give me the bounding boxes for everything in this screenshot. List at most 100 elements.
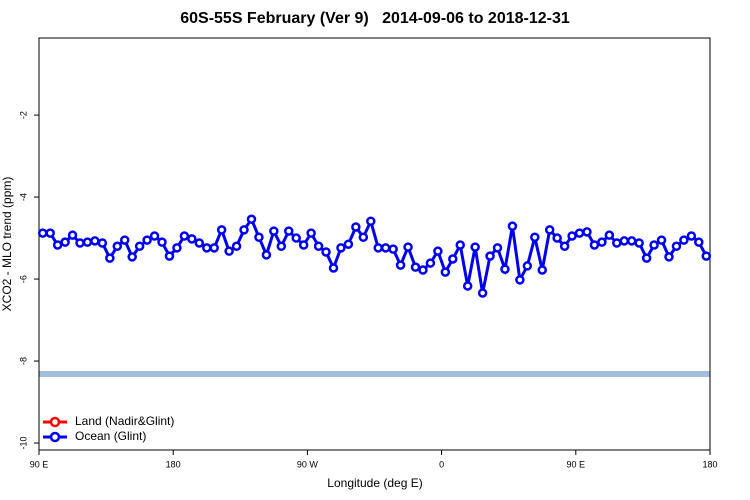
data-point xyxy=(67,230,78,240)
data-point xyxy=(269,226,279,236)
data-point xyxy=(671,241,682,252)
data-point xyxy=(515,275,525,285)
data-point xyxy=(694,237,704,247)
data-point xyxy=(75,238,85,248)
data-point xyxy=(142,235,152,245)
data-point xyxy=(462,281,473,291)
data-point xyxy=(626,236,637,246)
x-tick-label: 90 W xyxy=(297,459,319,469)
x-tick-label: 90 E xyxy=(30,459,49,469)
data-point xyxy=(246,214,257,224)
data-point xyxy=(448,254,458,264)
y-axis-label: XCO2 - MLO trend (ppm) xyxy=(0,177,14,312)
data-point xyxy=(358,232,369,242)
data-point xyxy=(477,288,488,298)
data-point xyxy=(373,243,383,253)
data-point xyxy=(619,236,630,246)
data-point xyxy=(298,240,309,250)
data-point xyxy=(291,233,301,243)
data-point xyxy=(500,264,510,274)
data-point xyxy=(82,237,93,247)
data-point xyxy=(313,241,324,252)
data-point xyxy=(641,253,652,263)
data-point xyxy=(403,242,413,252)
data-point xyxy=(485,251,495,261)
plot-frame xyxy=(38,37,711,451)
data-point xyxy=(261,250,272,260)
data-point xyxy=(119,235,130,245)
data-point xyxy=(172,243,182,253)
data-point xyxy=(336,243,346,253)
data-point xyxy=(276,241,287,252)
data-point xyxy=(351,222,361,232)
data-point xyxy=(380,243,391,253)
data-point xyxy=(306,228,316,238)
chart-title: 60S-55S February (Ver 9) 2014-09-06 to 2… xyxy=(180,10,570,27)
data-point xyxy=(343,239,354,249)
x-tick-label: 180 xyxy=(702,459,717,469)
data-point xyxy=(284,226,294,236)
data-point xyxy=(530,232,540,242)
y-tick-label: -2 xyxy=(18,111,28,119)
data-point xyxy=(90,236,100,246)
data-point xyxy=(552,233,562,243)
data-point xyxy=(209,243,219,253)
data-point xyxy=(134,241,145,252)
y-tick-label: -6 xyxy=(18,275,28,283)
data-point xyxy=(216,225,227,235)
data-point xyxy=(522,261,533,271)
legend-text: Land (Nadir&Glint) xyxy=(75,414,174,428)
data-point xyxy=(567,231,577,241)
data-point xyxy=(686,231,697,241)
data-point xyxy=(634,238,644,248)
data-point xyxy=(328,263,339,273)
y-tick-label: -8 xyxy=(18,357,28,365)
data-point xyxy=(433,246,443,256)
data-point xyxy=(366,216,376,226)
data-point xyxy=(164,251,175,261)
data-point xyxy=(604,230,615,240)
data-point xyxy=(60,237,70,247)
data-point xyxy=(418,265,428,275)
data-point xyxy=(52,240,63,250)
data-point xyxy=(544,225,555,235)
data-point xyxy=(224,246,234,256)
data-point xyxy=(470,242,480,252)
series-line xyxy=(42,216,708,294)
data-point xyxy=(597,237,607,247)
data-point xyxy=(395,260,406,270)
data-point xyxy=(239,225,249,235)
data-point xyxy=(149,231,160,241)
data-point xyxy=(157,237,167,247)
x-axis-label: Longitude (deg E) xyxy=(327,476,422,490)
data-point xyxy=(679,235,689,245)
data-point xyxy=(664,252,674,262)
data-point xyxy=(649,240,659,250)
data-point xyxy=(425,258,436,268)
data-point xyxy=(105,253,115,263)
x-tick-label: 0 xyxy=(439,459,444,469)
data-point xyxy=(127,252,137,262)
data-point xyxy=(582,227,592,237)
y-tick-label: -4 xyxy=(18,193,28,201)
legend-marker xyxy=(49,431,61,443)
x-tick-label: 180 xyxy=(166,459,181,469)
data-point xyxy=(492,243,503,253)
data-point xyxy=(231,241,242,252)
data-point xyxy=(589,240,600,250)
data-point xyxy=(559,241,570,252)
data-point xyxy=(388,244,398,254)
legend-text: Ocean (Glint) xyxy=(75,429,146,443)
legend-marker xyxy=(49,416,61,428)
data-point xyxy=(97,238,108,248)
y-tick-label: -10 xyxy=(18,437,28,450)
data-point xyxy=(179,231,190,241)
data-point xyxy=(440,267,451,277)
data-point xyxy=(202,243,212,253)
data-point xyxy=(187,234,197,244)
data-point xyxy=(194,238,205,248)
data-point xyxy=(37,228,48,238)
data-point xyxy=(537,265,547,275)
data-point xyxy=(612,238,622,248)
